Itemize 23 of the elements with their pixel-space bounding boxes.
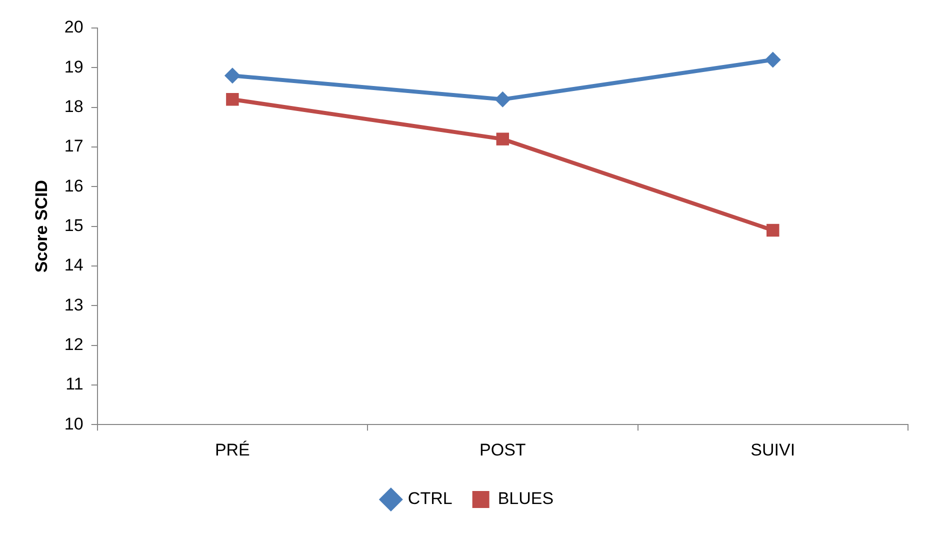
y-tick-label: 14 — [64, 256, 84, 275]
point — [764, 52, 781, 68]
y-tick-label: 17 — [64, 136, 84, 156]
y-tick-label: 15 — [64, 216, 84, 235]
y-tick-label: 11 — [66, 374, 84, 394]
y-tick-label: 18 — [64, 97, 84, 116]
y-tick-label: 12 — [64, 334, 84, 354]
legend-label: CTRL — [408, 489, 452, 508]
legend-label: BLUES — [498, 489, 554, 508]
y-tick-label: 13 — [64, 295, 84, 314]
y-tick-label: 16 — [64, 176, 84, 196]
point — [766, 224, 780, 237]
point — [494, 91, 511, 108]
point — [496, 132, 510, 146]
y-tick-label: 10 — [64, 414, 84, 434]
x-tick-label: PRÉ — [214, 440, 250, 460]
point — [226, 93, 239, 106]
y-tick-label: 20 — [64, 18, 84, 37]
y-axis-title: Score SCID — [32, 180, 51, 273]
y-tick-label: 19 — [64, 57, 84, 76]
x-tick-label: SUIVI — [750, 440, 796, 460]
x-tick-label: POST — [480, 440, 526, 460]
point — [224, 68, 240, 84]
